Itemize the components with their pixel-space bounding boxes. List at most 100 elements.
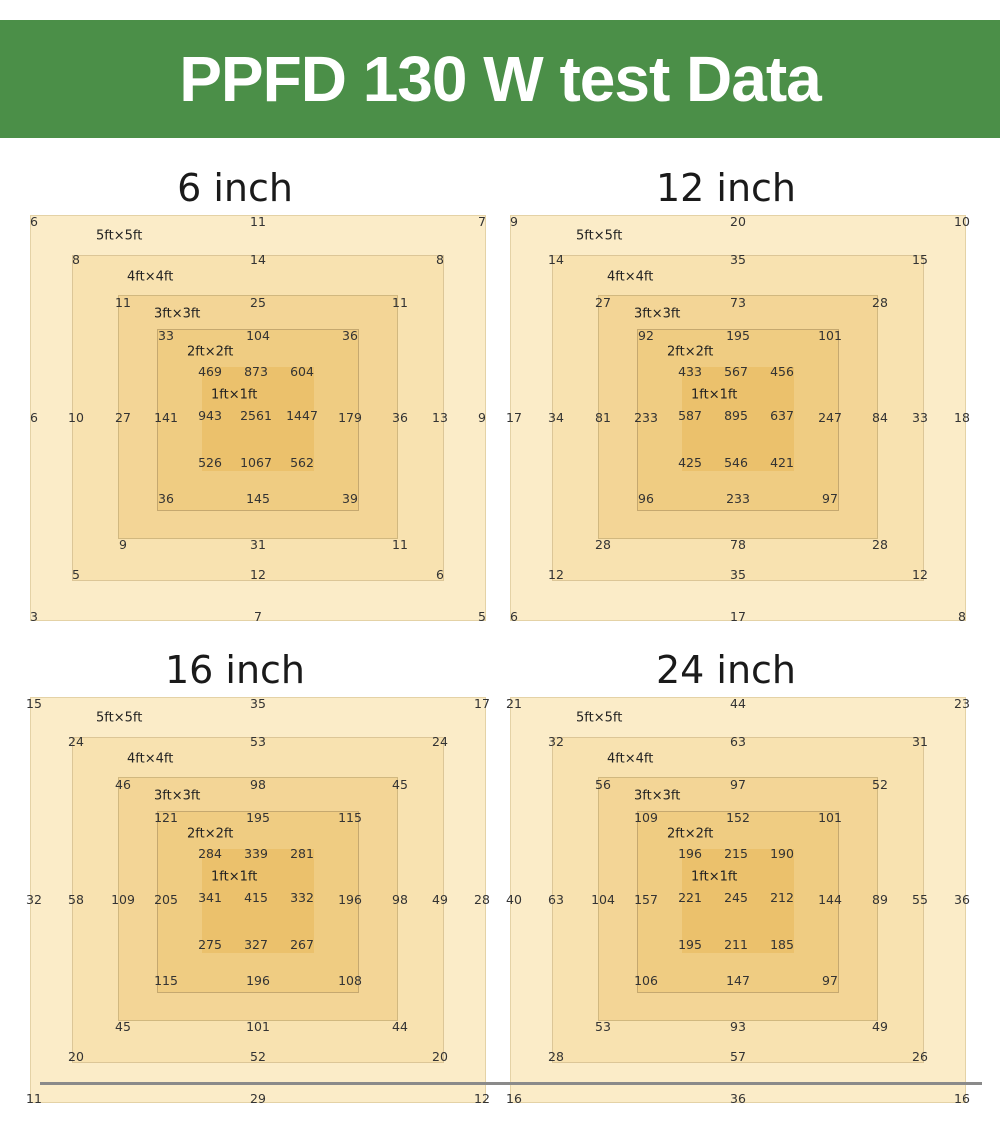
ppfd-reading: 49 xyxy=(872,1018,888,1034)
ppfd-reading: 15 xyxy=(26,695,42,711)
ppfd-reading: 33 xyxy=(912,409,928,425)
ppfd-reading: 12 xyxy=(912,566,928,582)
ppfd-reading: 7 xyxy=(478,213,486,229)
ppfd-reading: 93 xyxy=(730,1018,746,1034)
ppfd-reading: 11 xyxy=(115,294,131,310)
ppfd-reading: 28 xyxy=(872,536,888,552)
ppfd-reading: 36 xyxy=(158,490,174,506)
ppfd-reading: 28 xyxy=(474,891,490,907)
ppfd-reading: 26 xyxy=(912,1048,928,1064)
ppfd-center-reading: 1447 xyxy=(286,407,318,423)
ppfd-center-reading: 281 xyxy=(290,845,314,861)
panel-title-12-inch: 12 inch xyxy=(655,166,797,210)
ppfd-center-reading: 190 xyxy=(770,845,794,861)
ppfd-reading: 115 xyxy=(154,972,178,988)
ppfd-center-reading: 456 xyxy=(770,363,794,379)
area-size-label: 4ft×4ft xyxy=(127,751,174,767)
ppfd-reading: 20 xyxy=(432,1048,448,1064)
ppfd-reading: 32 xyxy=(548,733,564,749)
ppfd-reading: 57 xyxy=(730,1048,746,1064)
ppfd-reading: 196 xyxy=(338,891,362,907)
ppfd-reading: 104 xyxy=(246,327,270,343)
ppfd-reading: 92 xyxy=(638,327,654,343)
panel-title-24-inch: 24 inch xyxy=(655,648,797,692)
ppfd-reading: 3 xyxy=(30,608,38,624)
ppfd-reading: 205 xyxy=(154,891,178,907)
ppfd-center-reading: 212 xyxy=(770,889,794,905)
ppfd-center-reading: 1067 xyxy=(240,454,272,470)
ppfd-reading: 7 xyxy=(254,608,262,624)
ppfd-reading: 14 xyxy=(250,251,266,267)
ppfd-reading: 15 xyxy=(912,251,928,267)
ppfd-reading: 39 xyxy=(342,490,358,506)
ppfd-center-reading: 425 xyxy=(678,454,702,470)
ppfd-reading: 147 xyxy=(726,972,750,988)
ppfd-reading: 9 xyxy=(119,536,127,552)
ppfd-center-reading: 245 xyxy=(724,889,748,905)
ppfd-reading: 108 xyxy=(338,972,362,988)
ppfd-reading: 11 xyxy=(392,294,408,310)
ppfd-reading: 10 xyxy=(68,409,84,425)
ppfd-reading: 89 xyxy=(872,891,888,907)
ppfd-center-reading: 567 xyxy=(724,363,748,379)
ppfd-reading: 101 xyxy=(246,1018,270,1034)
ppfd-reading: 53 xyxy=(250,733,266,749)
ppfd-reading: 25 xyxy=(250,294,266,310)
ppfd-center-reading: 637 xyxy=(770,407,794,423)
ppfd-reading: 97 xyxy=(822,490,838,506)
ppfd-center-reading: 275 xyxy=(198,936,222,952)
ppfd-reading: 28 xyxy=(548,1048,564,1064)
area-l4-square xyxy=(682,849,794,953)
ppfd-reading: 36 xyxy=(730,1090,746,1106)
ppfd-reading: 40 xyxy=(506,891,522,907)
ppfd-reading: 11 xyxy=(392,536,408,552)
ppfd-reading: 84 xyxy=(872,409,888,425)
ppfd-reading: 141 xyxy=(154,409,178,425)
ppfd-grid-panel: 5ft×5ft 4ft×4ft 3ft×3ft 2ft×2ft 1ft×1ft 21 44 2… xyxy=(506,695,970,1106)
ppfd-reading: 98 xyxy=(250,776,266,792)
ppfd-center-reading: 421 xyxy=(770,454,794,470)
area-size-label: 4ft×4ft xyxy=(607,269,654,285)
ppfd-reading: 63 xyxy=(548,891,564,907)
ppfd-reading: 109 xyxy=(111,891,135,907)
ppfd-reading: 45 xyxy=(392,776,408,792)
ppfd-reading: 27 xyxy=(115,409,131,425)
ppfd-reading: 44 xyxy=(392,1018,408,1034)
ppfd-reading: 23 xyxy=(954,695,970,711)
ppfd-reading: 10 xyxy=(954,213,970,229)
area-size-label: 1ft×1ft xyxy=(211,387,258,403)
ppfd-reading: 6 xyxy=(30,213,38,229)
ppfd-reading: 20 xyxy=(730,213,746,229)
ppfd-reading: 56 xyxy=(595,776,611,792)
ppfd-reading: 6 xyxy=(436,566,444,582)
area-size-label: 5ft×5ft xyxy=(576,710,623,726)
area-size-label: 3ft×3ft xyxy=(154,306,201,322)
ppfd-reading: 5 xyxy=(72,566,80,582)
ppfd-center-reading: 562 xyxy=(290,454,314,470)
ppfd-center-reading: 526 xyxy=(198,454,222,470)
ppfd-reading: 21 xyxy=(506,695,522,711)
ppfd-reading: 24 xyxy=(68,733,84,749)
ppfd-center-reading: 433 xyxy=(678,363,702,379)
ppfd-center-reading: 895 xyxy=(724,407,748,423)
ppfd-center-reading: 469 xyxy=(198,363,222,379)
ppfd-reading: 33 xyxy=(158,327,174,343)
ppfd-center-reading: 284 xyxy=(198,845,222,861)
ppfd-reading: 104 xyxy=(591,891,615,907)
ppfd-reading: 35 xyxy=(250,695,266,711)
ppfd-reading: 36 xyxy=(954,891,970,907)
ppfd-center-reading: 604 xyxy=(290,363,314,379)
ppfd-reading: 195 xyxy=(726,327,750,343)
ppfd-reading: 247 xyxy=(818,409,842,425)
ppfd-reading: 49 xyxy=(432,891,448,907)
area-size-label: 5ft×5ft xyxy=(576,228,623,244)
ppfd-reading: 9 xyxy=(478,409,486,425)
ppfd-reading: 46 xyxy=(115,776,131,792)
ppfd-reading: 44 xyxy=(730,695,746,711)
ppfd-reading: 115 xyxy=(338,809,362,825)
area-size-label: 3ft×3ft xyxy=(634,306,681,322)
ppfd-reading: 16 xyxy=(506,1090,522,1106)
panel-title-6-inch: 6 inch xyxy=(177,166,293,210)
ppfd-reading: 45 xyxy=(115,1018,131,1034)
ppfd-center-reading: 873 xyxy=(244,363,268,379)
